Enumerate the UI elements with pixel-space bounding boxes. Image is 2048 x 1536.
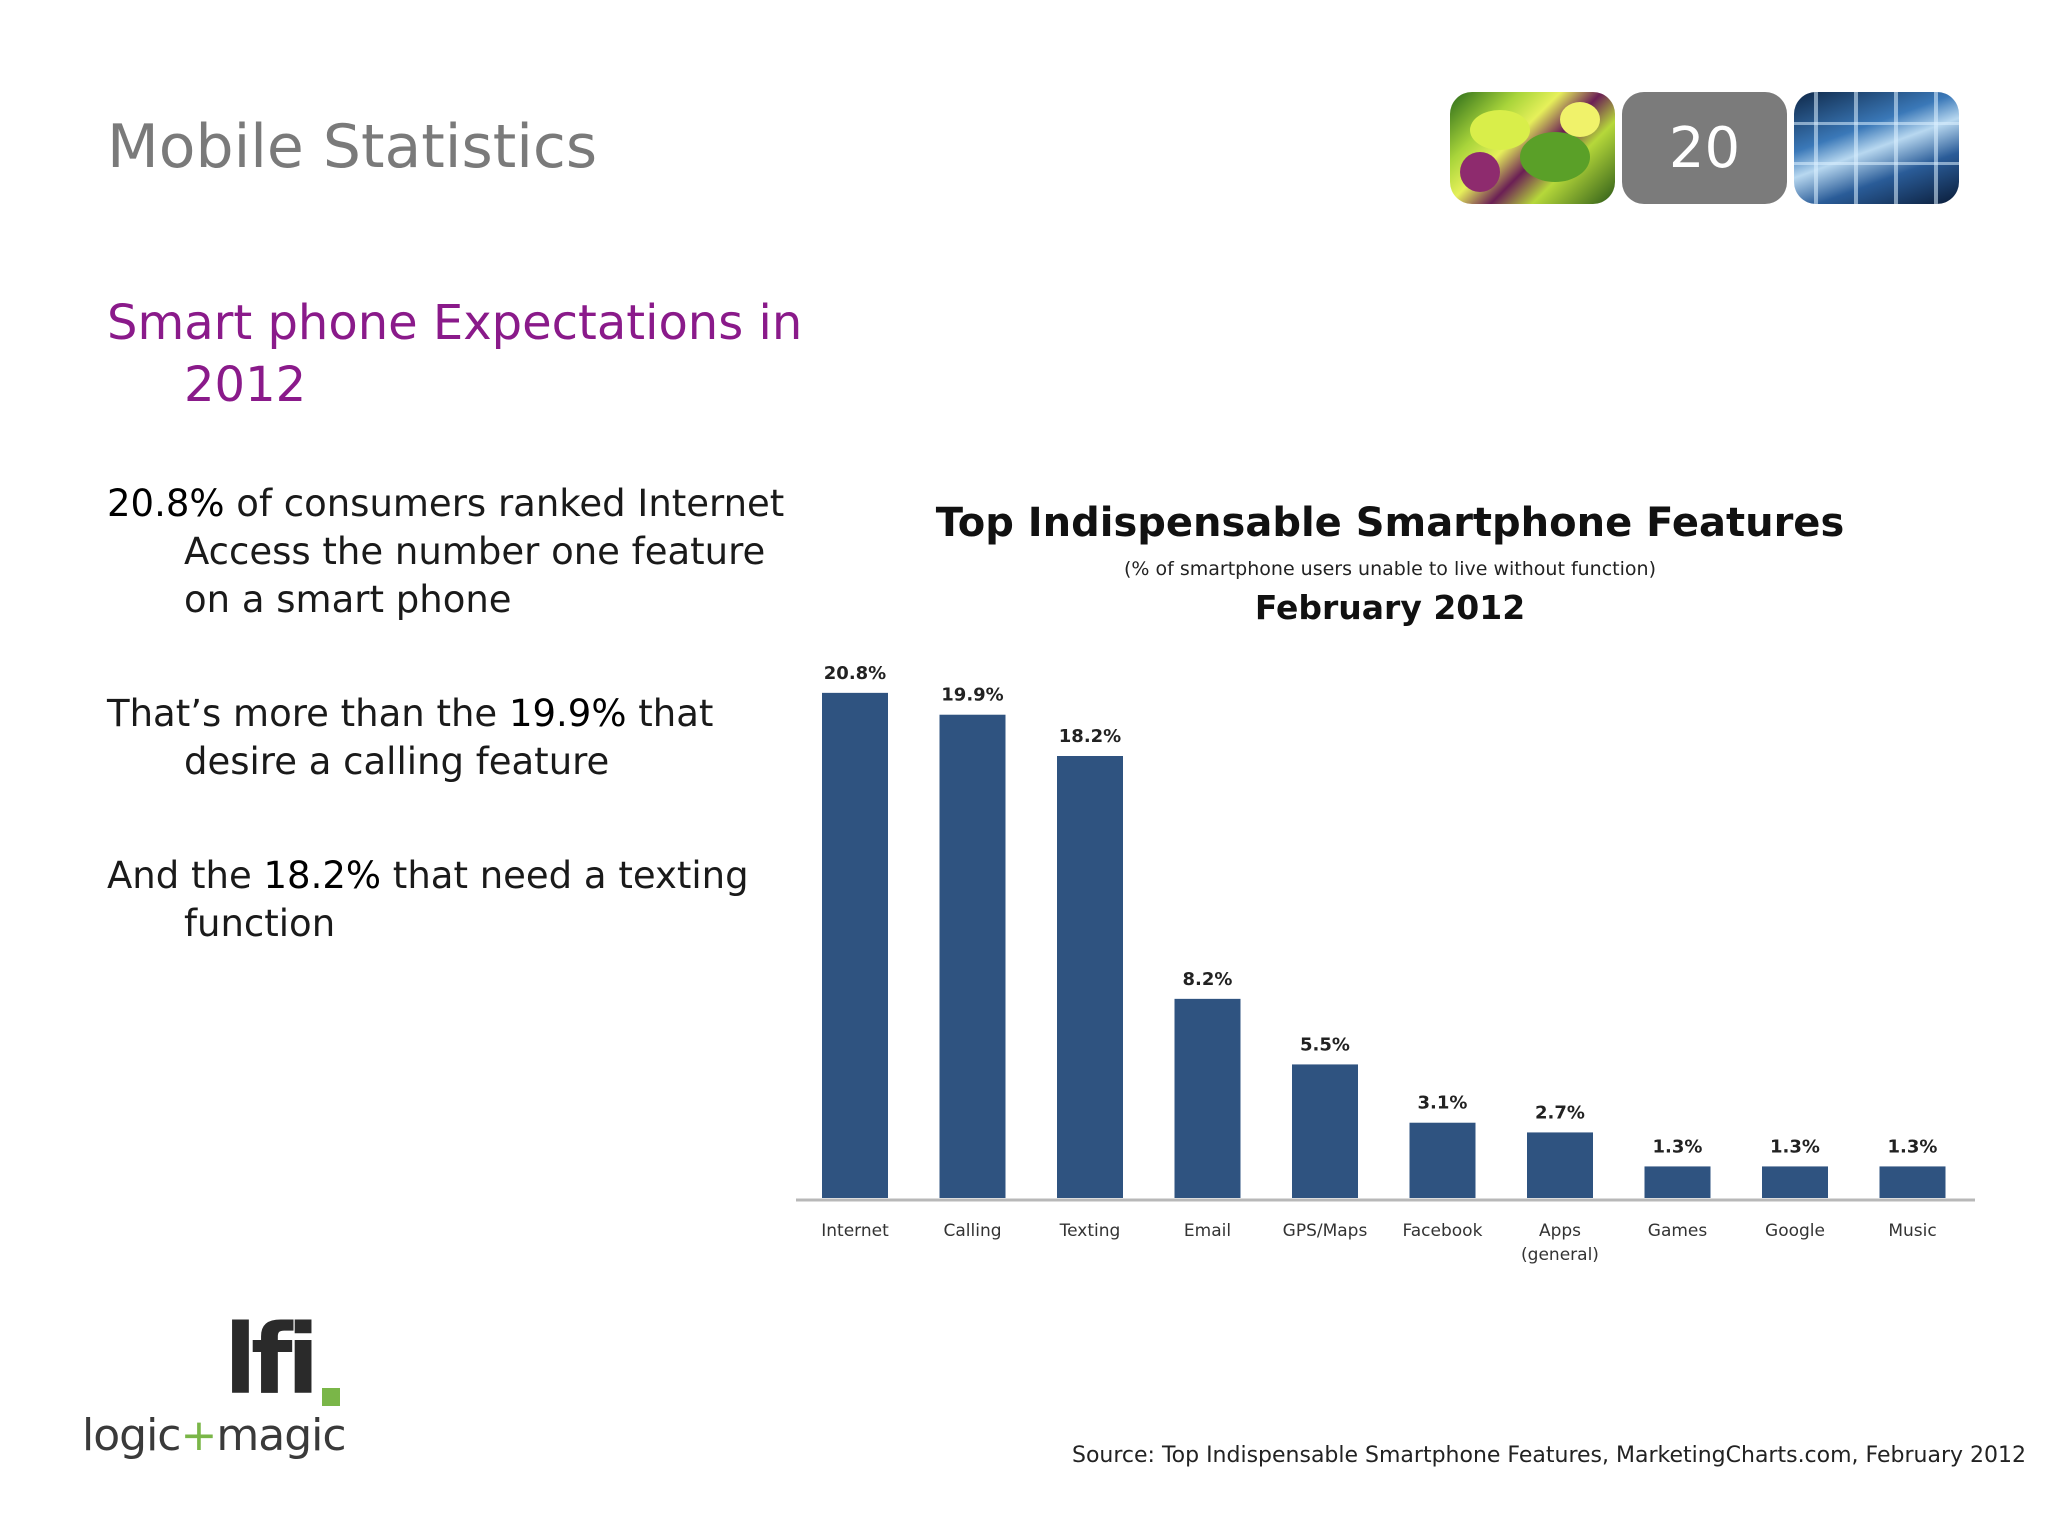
chart-date: February 2012: [1254, 588, 1526, 627]
bullet-internet: 20.8% of consumers ranked Internet Acces…: [107, 480, 817, 624]
bar-facebook: [1409, 1122, 1476, 1198]
bullet-lead: That’s more than the: [107, 692, 509, 735]
chart-title: Top Indispensable Smartphone Features: [935, 500, 1845, 546]
category-label: Apps: [1539, 1221, 1581, 1241]
category-label: GPS/Maps: [1283, 1221, 1368, 1241]
category-label: Google: [1765, 1221, 1825, 1241]
bar-games: [1644, 1166, 1711, 1198]
bullet-text: that desire a calling feature: [184, 692, 714, 783]
bar-google: [1762, 1166, 1828, 1198]
category-label: Email: [1184, 1221, 1231, 1241]
logo-wordmark: logic+magic: [82, 1410, 347, 1461]
logo-dot: [322, 1388, 340, 1406]
data-label: 19.9%: [941, 685, 1003, 706]
data-label: 3.1%: [1418, 1093, 1468, 1114]
logo-text-magic: magic: [216, 1410, 346, 1461]
bullet-text: that need a texting function: [184, 854, 749, 945]
bar-gps-maps: [1292, 1064, 1358, 1198]
category-label: (general): [1521, 1245, 1599, 1265]
bullet-texting: And the 18.2% that need a texting functi…: [107, 852, 817, 948]
bullet-text: of consumers ranked Internet Access the …: [184, 482, 785, 621]
header-tiles: 20: [1450, 92, 1959, 204]
category-label: Music: [1888, 1221, 1936, 1241]
slide-title: Mobile Statistics: [107, 112, 598, 182]
logo-text-plus: +: [180, 1410, 218, 1461]
category-label: Games: [1648, 1221, 1708, 1241]
data-label: 1.3%: [1770, 1136, 1820, 1157]
bullet-strong: 18.2%: [263, 854, 382, 897]
data-label: 1.3%: [1653, 1136, 1703, 1157]
category-label: Internet: [821, 1221, 889, 1241]
page-number: 20: [1622, 92, 1787, 204]
category-label: Texting: [1059, 1221, 1121, 1241]
subheading: Smart phone Expectations in 2012: [107, 292, 807, 416]
category-label: Facebook: [1403, 1221, 1483, 1241]
data-label: 8.2%: [1183, 969, 1233, 990]
bar-calling: [939, 714, 1006, 1198]
bullet-lead: And the: [107, 854, 264, 897]
bar-internet: [822, 692, 888, 1198]
data-label: 18.2%: [1059, 726, 1121, 747]
chart-plot: 20.8% Internet 19.9% Calling 18.2% Texting 8.2…: [796, 663, 1975, 1265]
subheading-line2: 2012: [184, 357, 307, 413]
bar-email: [1174, 998, 1241, 1198]
data-label: 1.3%: [1888, 1136, 1938, 1157]
chart-subtitle: (% of smartphone users unable to live wi…: [1124, 558, 1656, 580]
data-label: 20.8%: [824, 663, 886, 684]
company-logo: lfi logic+magic: [82, 1310, 362, 1470]
bar-chart: Top Indispensable Smartphone Features (%…: [780, 470, 2000, 1290]
source-citation: Source: Top Indispensable Smartphone Fea…: [1071, 1443, 2026, 1468]
building-thumbnail: [1794, 92, 1959, 204]
category-label: Calling: [943, 1221, 1001, 1241]
bar-texting: [1057, 756, 1123, 1198]
bullet-calling: That’s more than the 19.9% that desire a…: [107, 690, 817, 786]
bullet-list: 20.8% of consumers ranked Internet Acces…: [107, 480, 817, 1014]
data-label: 5.5%: [1300, 1034, 1350, 1055]
logo-text-logic: logic: [82, 1410, 181, 1461]
data-label: 2.7%: [1535, 1102, 1585, 1123]
bullet-strong: 19.9%: [508, 692, 627, 735]
subheading-line1: Smart phone Expectations in: [107, 295, 803, 351]
bar-music: [1879, 1166, 1946, 1198]
logo-mark: lfi: [224, 1304, 320, 1416]
bullet-strong: 20.8%: [107, 482, 225, 525]
bar-apps-general: [1527, 1132, 1593, 1198]
graffiti-thumbnail: [1450, 92, 1615, 204]
